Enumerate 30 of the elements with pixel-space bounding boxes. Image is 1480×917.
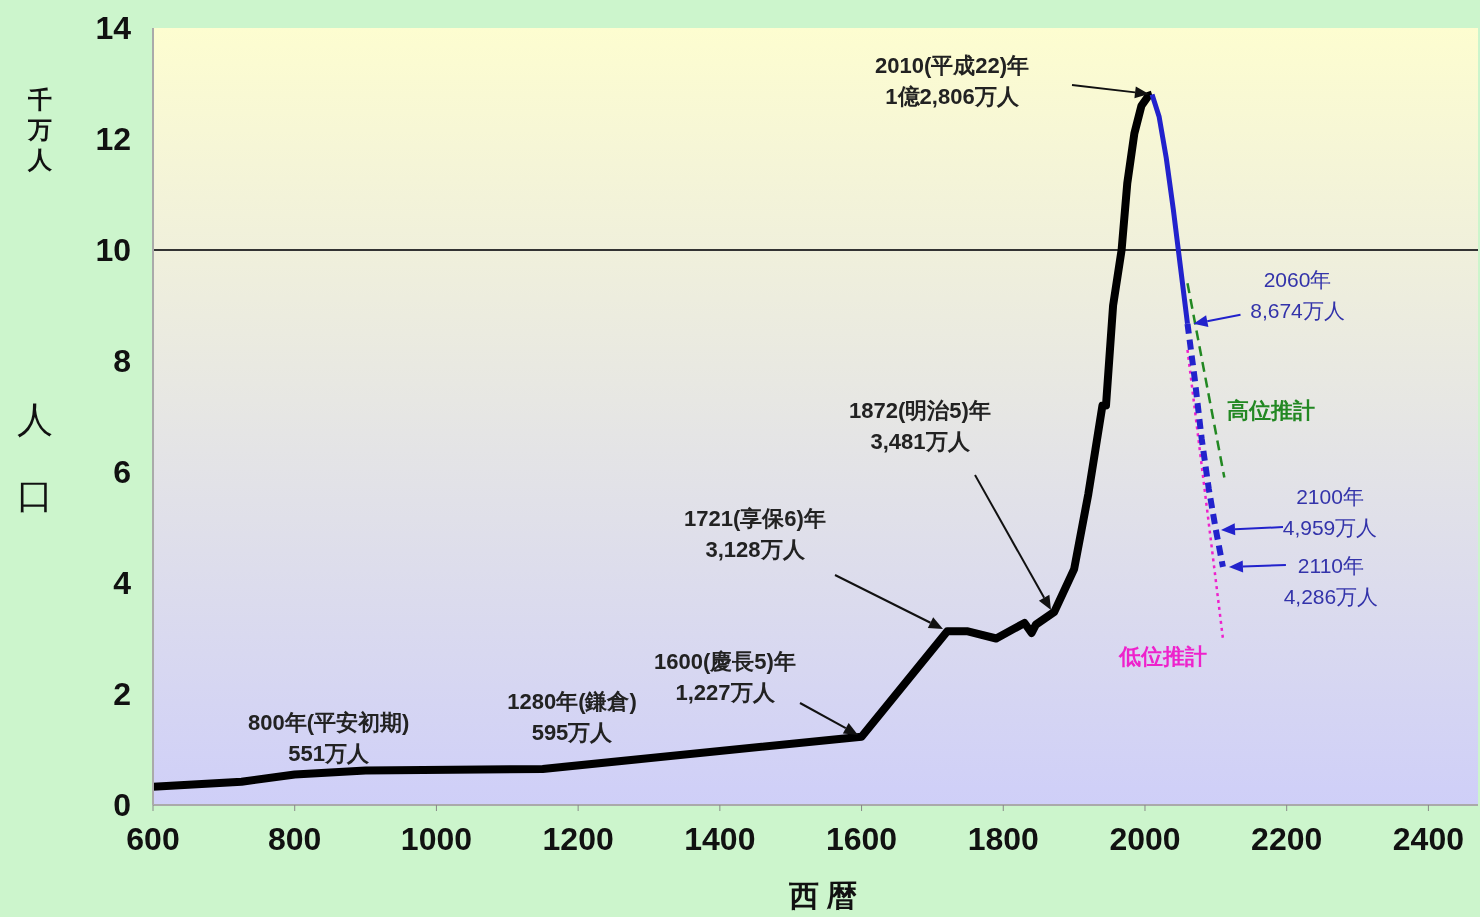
y-axis-title: 人口 xyxy=(17,399,53,516)
annotation: 2110年 4,286万人 xyxy=(1283,553,1379,608)
annotation: 2010(平成22)年 1億2,806万人 xyxy=(874,53,1030,109)
annotation: 1280年(鎌倉) 595万人 xyxy=(507,689,637,745)
x-tick-label: 1400 xyxy=(684,820,756,857)
annotation: 800年(平安初期) 551万人 xyxy=(248,710,410,767)
x-tick-label: 2000 xyxy=(1109,820,1181,857)
annotation: 1721(享保6)年 3,128万人 xyxy=(684,506,826,562)
y-tick-label: 8 xyxy=(113,343,131,380)
x-axis-title: 西 暦 xyxy=(787,879,858,912)
x-tick-label: 1000 xyxy=(400,820,473,857)
x-tick-label: 1800 xyxy=(967,820,1039,857)
series-label: 低位推計 xyxy=(1117,643,1207,669)
x-tick-label: 800 xyxy=(268,820,322,857)
annotation: 1600(慶長5)年 1,227万人 xyxy=(654,649,796,705)
x-tick-label: 1600 xyxy=(825,820,898,857)
annotation: 1872(明治5)年 3,481万人 xyxy=(849,398,991,454)
y-tick-label: 6 xyxy=(113,454,131,491)
x-tick-label: 2400 xyxy=(1392,820,1464,857)
text: 千万人 xyxy=(27,86,53,173)
series-label: 高位推計 xyxy=(1227,397,1316,423)
y-tick-label: 10 xyxy=(95,232,131,269)
x-tick-label: 2200 xyxy=(1251,820,1323,857)
y-tick-label: 14 xyxy=(95,10,132,47)
annotation: 2100年 4,959万人 xyxy=(1282,485,1378,539)
annotation: 2060年 8,674万人 xyxy=(1250,267,1345,322)
y-tick-label: 4 xyxy=(113,565,132,602)
y-tick-label: 2 xyxy=(113,676,131,713)
x-tick-label: 1200 xyxy=(542,820,614,857)
y-tick-label: 12 xyxy=(95,121,131,158)
